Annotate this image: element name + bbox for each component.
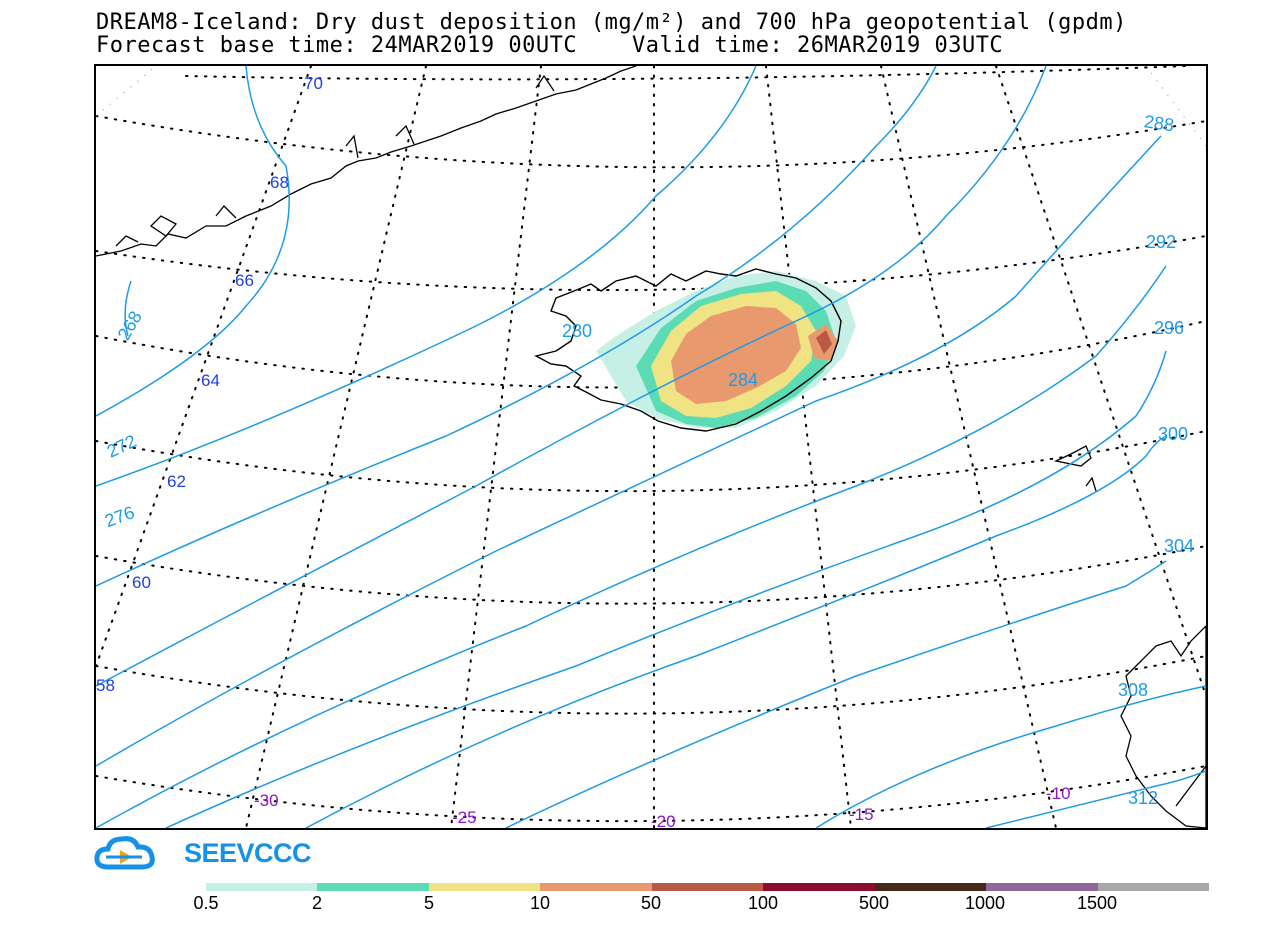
greenland-coastline — [96, 66, 637, 257]
contour-label: 276 — [102, 502, 137, 531]
longitude-label: -20 — [651, 812, 676, 828]
geopotential-contours — [96, 66, 1206, 828]
longitude-label: -15 — [849, 805, 874, 824]
longitude-gridlines — [96, 66, 1206, 828]
latitude-label: 68 — [270, 173, 289, 192]
colorbar-segment — [540, 883, 652, 891]
latitude-line-60 — [96, 545, 1206, 605]
colorbar-label: 0.5 — [193, 893, 219, 913]
colorbar-label: 1500 — [1076, 893, 1118, 913]
seevccc-logo — [94, 836, 155, 870]
latitude-label: 64 — [201, 371, 220, 390]
iceland — [534, 268, 856, 432]
map-title: DREAM8-Iceland: Dry dust deposition (mg/… — [96, 10, 1127, 35]
latitude-label: 66 — [235, 271, 254, 290]
contour-label: 308 — [1118, 680, 1148, 700]
map-time-info: Forecast base time: 24MAR2019 00UTC Vali… — [96, 33, 1004, 58]
latitude-line-68 — [96, 115, 1206, 169]
contour-label: 272 — [104, 431, 140, 462]
contour-label: 280 — [562, 321, 592, 341]
cloud-icon — [94, 836, 155, 870]
colorbar-segment — [763, 883, 875, 891]
dust-deposition-50-east — [816, 330, 832, 354]
colorbar-segment — [1097, 883, 1209, 891]
latitude-line-66 — [96, 235, 1206, 292]
colorbar-label: 100 — [747, 893, 779, 913]
colorbar-segment — [206, 883, 318, 891]
contour-label: 312 — [1128, 788, 1158, 808]
contour-label: 296 — [1154, 318, 1184, 338]
latitude-line-70 — [185, 66, 1187, 81]
latitude-label: 60 — [132, 573, 151, 592]
colorbar-label: 2 — [311, 893, 323, 913]
latitude-line-58 — [96, 655, 1206, 715]
contour-label: 304 — [1164, 536, 1194, 556]
contour-label: 300 — [1158, 424, 1188, 444]
latitude-label: 70 — [304, 74, 323, 93]
map-canvas: 268 272 276 280 284 288 292 296 300 304 … — [96, 66, 1206, 828]
latitude-label: 58 — [96, 676, 115, 695]
iceland-coastline — [534, 268, 842, 432]
dust-deposition-10 — [671, 306, 801, 404]
colorbar-label: 10 — [529, 893, 551, 913]
colorbar-label: 500 — [858, 893, 890, 913]
colorbar-label: 5 — [423, 893, 435, 913]
contour-label: 292 — [1146, 232, 1176, 252]
latitude-label: 62 — [167, 472, 186, 491]
colorbar-segment — [874, 883, 987, 891]
map-frame: 268 272 276 280 284 288 292 296 300 304 … — [94, 64, 1208, 830]
contour-label: 288 — [1143, 111, 1176, 135]
colorbar — [206, 883, 1209, 891]
longitude-labels: -30 -25 -20 -15 -10 — [254, 784, 1071, 828]
colorbar-segment — [651, 883, 764, 891]
colorbar-segment — [317, 883, 429, 891]
latitude-gridlines — [96, 66, 1206, 823]
longitude-label: -25 — [452, 808, 477, 827]
contour-label: 284 — [728, 370, 758, 390]
colorbar-label: 1000 — [964, 893, 1006, 913]
latitude-labels: 70 68 66 64 62 60 58 — [96, 74, 323, 695]
longitude-label: -30 — [254, 791, 279, 810]
geopotential-labels: 268 272 276 280 284 288 292 296 300 304 … — [102, 111, 1194, 808]
longitude-label: -10 — [1046, 784, 1071, 803]
logo-text: SEEVCCC — [184, 838, 312, 868]
colorbar-segment — [986, 883, 1098, 891]
colorbar-label: 50 — [640, 893, 662, 913]
contour-label: 268 — [114, 308, 146, 344]
latitude-line-56 — [96, 765, 1206, 823]
latitude-line-62 — [96, 430, 1206, 493]
colorbar-segment — [428, 883, 541, 891]
